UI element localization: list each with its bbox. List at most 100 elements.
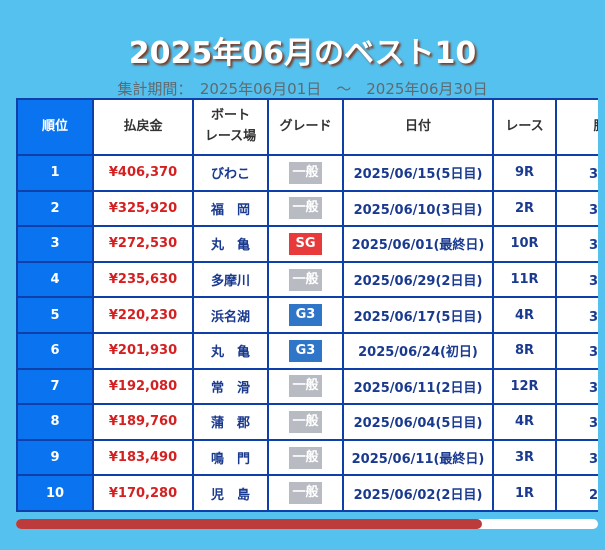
payout-cell: ¥406,370 [92,154,194,192]
header-venue-line2: レース場 [204,129,257,144]
header-bet-type: 勝式 [555,98,598,156]
grade-badge: 一般 [289,482,322,505]
race-cell: 10R [492,225,557,263]
bet-type-cell: 3連単 [555,225,598,263]
grade-badge: 一般 [289,161,322,184]
race-cell: 2R [492,189,557,228]
payout-cell: ¥272,530 [92,225,194,263]
payout-cell: ¥183,490 [92,438,194,477]
bet-type-cell: 2連単 [555,474,598,512]
rank-cell: 7 [16,367,94,406]
venue-cell: 蒲 郡 [192,403,269,441]
grade-cell: 一般 [267,367,344,406]
rank-cell: 10 [16,474,94,512]
grade-cell: 一般 [267,189,344,228]
rank-cell: 4 [16,260,94,299]
bet-type-cell: 3連単 [555,189,598,228]
rank-cell: 1 [16,154,94,192]
grade-badge: 一般 [289,375,322,398]
date-cell: 2025/06/15(5日目) [342,154,494,192]
grade-badge: SG [289,232,322,255]
venue-cell: 児 島 [192,474,269,512]
grade-cell: 一般 [267,403,344,441]
bet-type-cell: 3連単 [555,331,598,370]
bet-type-cell: 3連単 [555,260,598,299]
venue-cell: 常 滑 [192,367,269,406]
header-venue-line1: ボート [210,108,250,124]
date-cell: 2025/06/29(2日目) [342,260,494,299]
grade-badge: 一般 [289,410,322,433]
race-cell: 1R [492,474,557,512]
race-cell: 4R [492,403,557,441]
header-grade: グレード [267,98,344,156]
date-cell: 2025/06/02(2日目) [342,474,494,512]
horizontal-scrollbar[interactable] [16,519,598,529]
grade-badge: G3 [289,339,322,362]
date-cell: 2025/06/11(2日目) [342,367,494,406]
venue-cell: 多摩川 [192,260,269,299]
header-venue: ボート レース場 [192,98,269,156]
header-payout: 払戻金 [92,98,194,156]
page-title: 2025年06月のベスト10 [128,36,477,71]
header-rank: 順位 [16,98,94,156]
rank-cell: 5 [16,296,94,334]
venue-cell: 福 岡 [192,189,269,228]
venue-cell: びわこ [192,154,269,192]
rank-cell: 8 [16,403,94,441]
grade-badge: 一般 [289,197,322,220]
venue-cell: 丸 亀 [192,225,269,263]
grade-badge: 一般 [289,446,322,469]
payout-cell: ¥235,630 [92,260,194,299]
date-cell: 2025/06/24(初日) [342,331,494,370]
header-race: レース [492,98,557,156]
date-cell: 2025/06/11(最終日) [342,438,494,477]
grade-cell: 一般 [267,474,344,512]
venue-cell: 浜名湖 [192,296,269,334]
payout-cell: ¥220,230 [92,296,194,334]
rank-cell: 2 [16,189,94,228]
grade-cell: SG [267,225,344,263]
scrollbar-thumb[interactable] [16,519,482,529]
grade-cell: G3 [267,296,344,334]
race-cell: 8R [492,331,557,370]
header-date: 日付 [342,98,494,156]
payout-cell: ¥325,920 [92,189,194,228]
rank-cell: 9 [16,438,94,477]
date-cell: 2025/06/04(5日目) [342,403,494,441]
rank-cell: 6 [16,331,94,370]
race-cell: 11R [492,260,557,299]
venue-cell: 鳴 門 [192,438,269,477]
date-cell: 2025/06/10(3日目) [342,189,494,228]
bet-type-cell: 3連単 [555,438,598,477]
payout-cell: ¥189,760 [92,403,194,441]
race-cell: 4R [492,296,557,334]
payout-cell: ¥201,930 [92,331,194,370]
bet-type-cell: 3連単 [555,367,598,406]
venue-cell: 丸 亀 [192,331,269,370]
bet-type-cell: 3連単 [555,403,598,441]
bet-type-cell: 3連単 [555,296,598,334]
grade-cell: 一般 [267,260,344,299]
race-cell: 9R [492,154,557,192]
rank-cell: 3 [16,225,94,263]
payout-cell: ¥192,080 [92,367,194,406]
grade-cell: 一般 [267,438,344,477]
grade-badge: 一般 [289,268,322,291]
date-cell: 2025/06/17(5日目) [342,296,494,334]
race-cell: 12R [492,367,557,406]
aggregation-period: 集計期間： 2025年06月01日 ～ 2025年06月30日 [117,80,488,98]
race-cell: 3R [492,438,557,477]
